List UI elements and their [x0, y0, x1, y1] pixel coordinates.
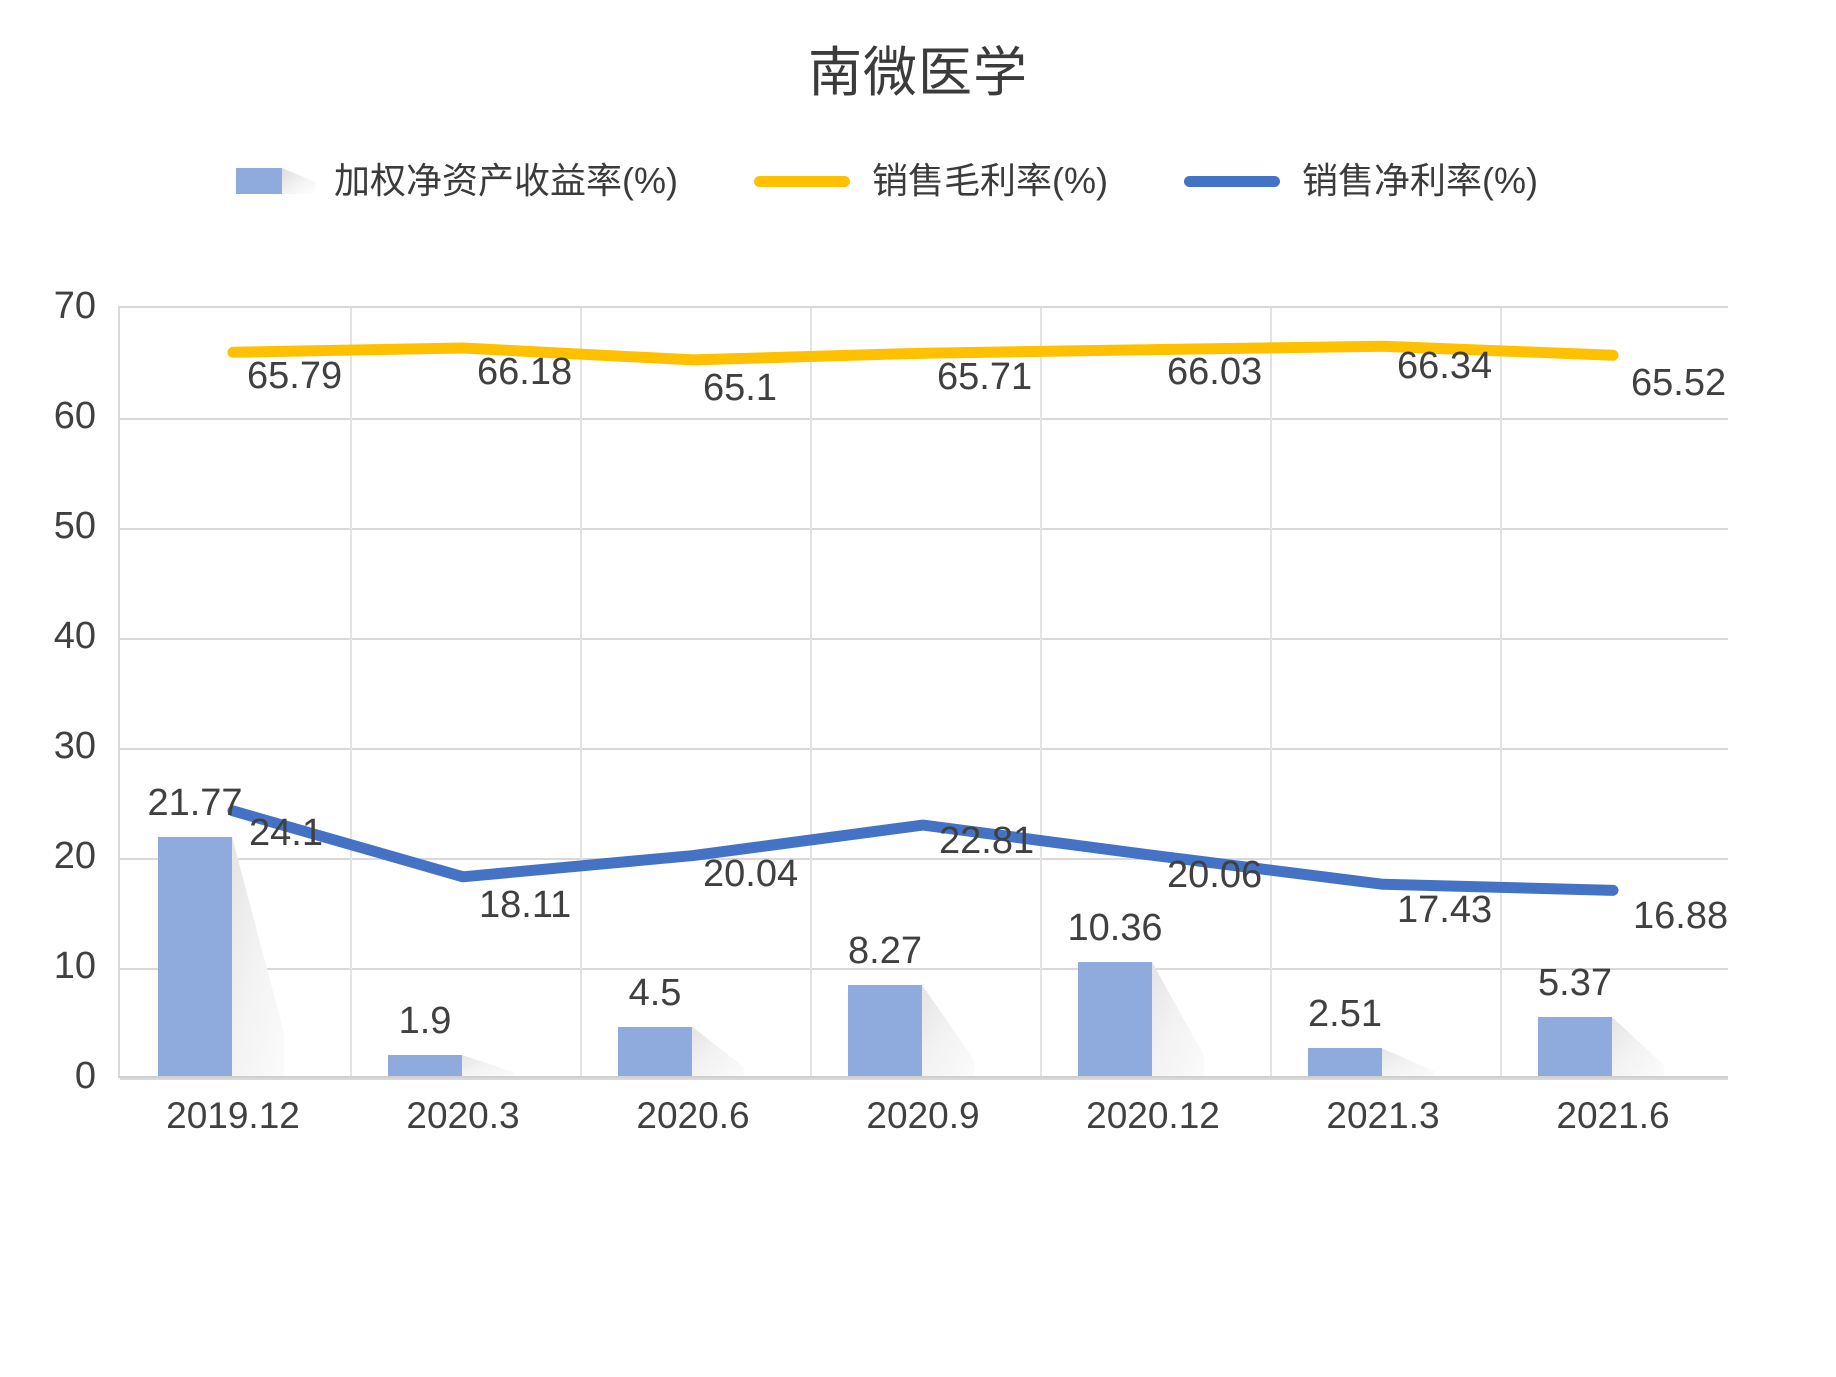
legend-label-gross-margin: 销售毛利率(%) [872, 160, 1108, 201]
line-swatch-blue-icon [1184, 175, 1280, 187]
plot-area [118, 306, 1728, 1080]
x-axis-tick-label: 2021.6 [1556, 1095, 1670, 1136]
line-swatch-gold-icon [754, 175, 850, 187]
y-axis-tick-label: 60 [53, 395, 96, 437]
gross-margin-data-label: 65.52 [1631, 362, 1727, 405]
net-margin-data-label: 24.1 [249, 811, 323, 854]
gridline [120, 858, 1728, 860]
bar[interactable] [1078, 962, 1152, 1076]
bar[interactable] [1538, 1016, 1612, 1076]
bar-data-label: 2.51 [1308, 993, 1382, 1036]
x-axis-tick-label: 2020.12 [1086, 1095, 1220, 1136]
gridline [120, 968, 1728, 970]
y-axis-tick-label: 30 [53, 725, 96, 767]
bar-data-label: 10.36 [1067, 907, 1163, 950]
gross-margin-data-label: 65.79 [247, 355, 343, 398]
y-axis-tick-label: 10 [53, 945, 96, 987]
gridline [120, 418, 1728, 420]
net-margin-data-label: 20.06 [1167, 854, 1263, 897]
gridline [120, 638, 1728, 640]
bar-data-label: 5.37 [1538, 961, 1612, 1004]
legend-item-gross-margin[interactable]: 销售毛利率(%) [754, 160, 1108, 202]
legend-label-net-margin: 销售净利率(%) [1302, 160, 1538, 201]
category-divider [580, 308, 582, 1076]
legend-item-net-margin[interactable]: 销售净利率(%) [1184, 160, 1538, 202]
bar-data-label: 21.77 [147, 781, 243, 824]
bar[interactable] [848, 985, 922, 1076]
gridline [120, 748, 1728, 750]
bar-data-label: 4.5 [628, 971, 682, 1014]
y-axis-tick-label: 40 [53, 615, 96, 657]
x-axis-line [118, 1076, 1728, 1078]
gridline [120, 1078, 1728, 1080]
net-margin-data-label: 16.88 [1633, 895, 1729, 938]
category-divider [350, 308, 352, 1076]
legend-label-weighted-roe: 加权净资产收益率(%) [334, 160, 678, 201]
bar[interactable] [1308, 1048, 1382, 1076]
legend-item-weighted-roe[interactable]: 加权净资产收益率(%) [236, 160, 678, 202]
category-divider [1500, 308, 1502, 1076]
net-margin-data-label: 17.43 [1397, 889, 1493, 932]
category-divider [1270, 308, 1272, 1076]
gross-margin-data-label: 66.03 [1167, 350, 1263, 393]
category-divider [1040, 308, 1042, 1076]
x-axis-tick-label: 2020.9 [866, 1095, 980, 1136]
y-axis-tick-label: 70 [53, 285, 96, 327]
x-axis-tick-label: 2020.3 [406, 1095, 520, 1136]
bar[interactable] [618, 1026, 692, 1076]
y-axis-tick-label: 20 [53, 835, 96, 877]
gross-margin-data-label: 66.34 [1397, 345, 1493, 388]
bar[interactable] [158, 836, 232, 1076]
gross-margin-data-label: 66.18 [477, 351, 573, 394]
bar-swatch-icon [236, 168, 316, 194]
y-axis-tick-label: 0 [74, 1055, 96, 1097]
x-axis-tick-label: 2019.12 [166, 1095, 300, 1136]
bar-data-label: 8.27 [848, 930, 922, 973]
net-margin-data-label: 20.04 [703, 852, 799, 895]
chart-legend: 加权净资产收益率(%) 销售毛利率(%) 销售净利率(%) [0, 160, 1836, 202]
chart-title: 南微医学 [808, 43, 1028, 103]
bar-data-label: 1.9 [398, 1000, 452, 1043]
category-divider [810, 308, 812, 1076]
bar[interactable] [388, 1055, 462, 1076]
net-margin-data-label: 18.11 [479, 883, 572, 926]
y-axis-tick-label: 50 [53, 505, 96, 547]
gridline [120, 528, 1728, 530]
x-axis-tick-label: 2021.3 [1326, 1095, 1440, 1136]
gross-margin-data-label: 65.71 [937, 356, 1033, 399]
gross-margin-data-label: 65.1 [703, 366, 777, 409]
net-margin-data-label: 22.81 [939, 820, 1035, 863]
x-axis-tick-label: 2020.6 [636, 1095, 750, 1136]
